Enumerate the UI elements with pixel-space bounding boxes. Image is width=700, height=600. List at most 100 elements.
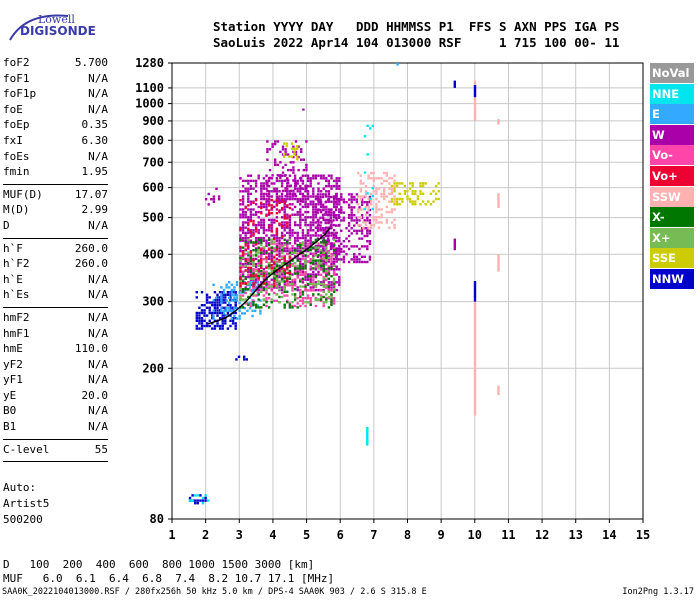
echo-point <box>260 203 263 206</box>
echo-point <box>390 221 394 224</box>
echo-point <box>314 197 318 201</box>
echo-point <box>291 286 294 289</box>
echo-point <box>257 223 260 227</box>
echo-point <box>288 251 292 254</box>
echo-point <box>267 179 271 183</box>
echo-point <box>205 324 209 328</box>
echo-point <box>265 273 268 276</box>
echo-point <box>216 311 219 315</box>
echo-point <box>254 213 258 216</box>
echo-point <box>301 297 305 300</box>
echo-point <box>388 200 391 203</box>
echo-point <box>421 184 425 188</box>
echo-point <box>265 291 268 295</box>
echo-point <box>393 190 396 193</box>
echo-point <box>334 234 338 238</box>
echo-point <box>284 163 287 167</box>
echo-point <box>421 182 425 185</box>
echo-point <box>270 289 273 292</box>
echo-point <box>280 216 284 219</box>
echo-point <box>231 291 235 294</box>
echo-point <box>247 223 250 227</box>
echo-point <box>312 255 315 258</box>
echo-point <box>345 227 348 230</box>
echo-point <box>292 192 295 195</box>
echo-point <box>327 210 331 214</box>
echo-point <box>301 229 305 232</box>
echo-point <box>233 307 236 310</box>
echo-point <box>390 184 394 188</box>
echo-point <box>239 262 242 266</box>
echo-point <box>244 282 247 285</box>
echo-point <box>285 145 288 148</box>
echo-point <box>432 200 435 203</box>
echo-point <box>366 203 369 206</box>
echo-point <box>304 263 307 266</box>
echo-point <box>299 280 302 283</box>
echo-point <box>338 281 341 284</box>
echo-point <box>403 184 407 188</box>
echo-point <box>350 245 353 248</box>
echo-point <box>278 286 281 289</box>
echo-point <box>369 197 372 200</box>
echo-point <box>270 269 273 273</box>
echo-point <box>220 299 223 302</box>
echo-point <box>280 255 284 258</box>
echo-point <box>375 203 378 206</box>
echo-point <box>266 158 269 161</box>
echo-point <box>283 303 286 306</box>
echo-point <box>254 251 258 254</box>
echo-point <box>268 176 272 180</box>
echo-point <box>368 195 372 199</box>
echo-point <box>273 200 276 203</box>
echo-point <box>322 258 325 261</box>
echo-point <box>385 218 388 222</box>
echo-point <box>275 219 279 223</box>
echo-point <box>364 190 368 193</box>
echo-point <box>291 293 294 296</box>
echo-point <box>419 203 422 206</box>
echo-point <box>243 307 246 310</box>
echo-point <box>360 232 364 235</box>
echo-point <box>254 179 258 183</box>
echo-point <box>338 203 341 206</box>
echo-point <box>347 206 351 209</box>
echo-point <box>239 213 242 216</box>
echo-point <box>218 311 222 315</box>
echo-point <box>257 275 260 278</box>
echo-point <box>322 251 325 254</box>
echo-point <box>247 262 250 265</box>
echo-point <box>224 322 227 325</box>
echo-point <box>317 254 320 257</box>
echo-point <box>332 237 335 240</box>
echo-point <box>327 184 331 188</box>
echo-point <box>299 236 302 240</box>
echo-point <box>304 195 307 198</box>
echo-point <box>291 213 294 216</box>
echo-point <box>316 250 320 253</box>
echo-point <box>284 189 287 193</box>
echo-point <box>368 229 372 232</box>
echo-point <box>327 179 331 183</box>
echo-point <box>257 231 260 235</box>
echo-point <box>259 299 262 302</box>
echo-point <box>332 205 336 209</box>
param-row: hmF1 N/A <box>3 327 108 343</box>
echo-point <box>411 192 414 195</box>
echo-point <box>334 193 338 196</box>
echo-point <box>270 238 273 241</box>
echo-point <box>299 260 302 263</box>
echo-point <box>278 258 281 262</box>
echo-point <box>247 281 250 284</box>
echo-point <box>304 271 307 274</box>
echo-point <box>330 234 333 237</box>
echo-point <box>234 317 237 320</box>
echo-point <box>275 277 279 280</box>
echo-point <box>322 288 325 292</box>
echo-point <box>279 200 282 203</box>
echo-point <box>275 179 279 183</box>
echo-point <box>252 301 255 304</box>
y-tick-label: 200 <box>142 361 164 375</box>
echo-point <box>230 294 233 297</box>
echo-point <box>338 177 341 180</box>
